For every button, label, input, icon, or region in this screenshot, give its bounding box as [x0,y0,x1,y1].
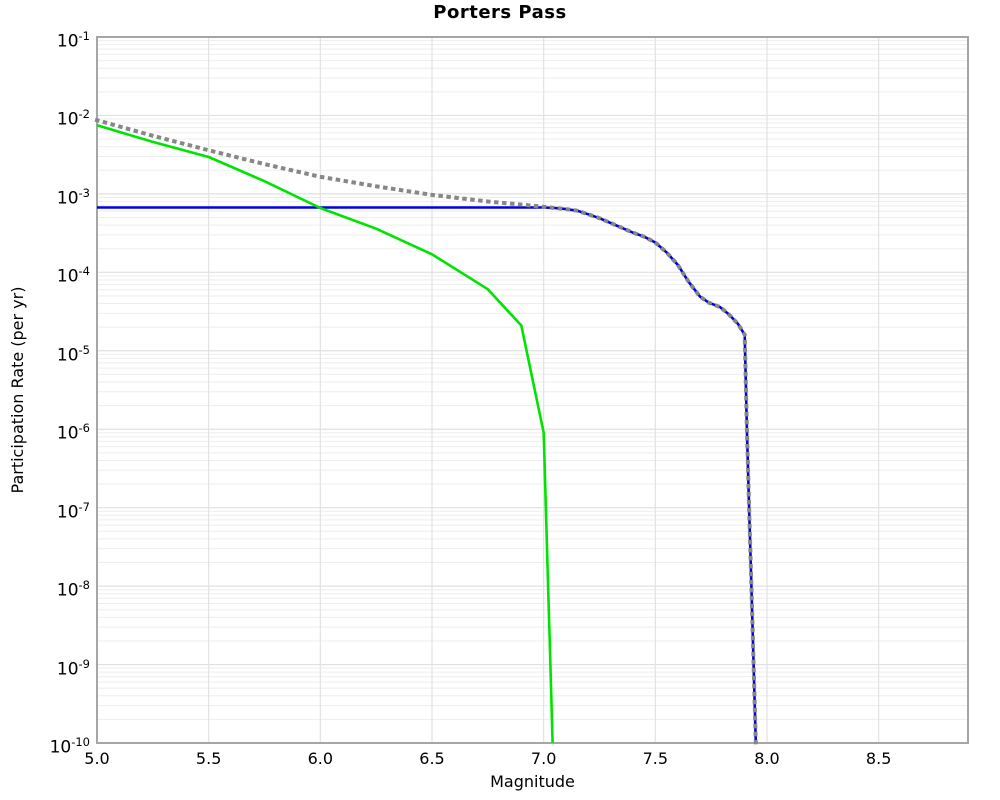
y-tick-label: 10-1 [56,29,90,52]
y-tick-label: 10-3 [56,185,90,209]
x-tick-label: 8.5 [865,749,892,768]
series-characteristic-participation-green [96,123,554,744]
y-tick-label: 10-2 [56,107,90,131]
y-tick-label: 10-7 [56,499,90,523]
x-axis-title: Magnitude [490,772,575,791]
x-tick-label: 5.5 [195,749,222,768]
x-tick-label: 7.5 [642,749,669,768]
y-tick-label: 10-5 [56,342,90,366]
x-tick-label: 6.0 [307,749,334,768]
x-tick-label: 6.5 [419,749,445,768]
chart-title: Porters Pass [433,2,567,23]
y-tick-label: 10-10 [49,735,90,758]
y-tick-label: 10-6 [56,421,90,444]
plot-frame [96,36,969,744]
x-tick-label: 7.0 [530,749,557,768]
x-tick-label: 8.0 [754,749,780,768]
y-tick-label: 10-4 [56,264,90,287]
series-mean-participation-dotted-gray [94,117,758,746]
series-capped-participation-blue [97,206,758,744]
y-tick-label: 10-8 [56,578,90,601]
y-tick-label: 10-9 [56,656,90,680]
x-tick-label: 5.0 [84,749,110,768]
